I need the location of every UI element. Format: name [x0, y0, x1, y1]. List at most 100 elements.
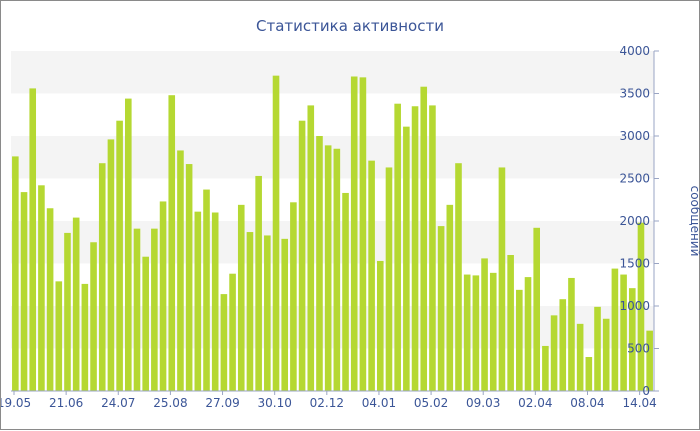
bar[interactable]: [290, 202, 297, 391]
bar[interactable]: [220, 294, 228, 391]
bar[interactable]: [64, 232, 71, 391]
y-tick-label: 4000: [619, 44, 650, 58]
y-tick-label: 2000: [619, 214, 650, 228]
bar[interactable]: [342, 192, 349, 391]
bar[interactable]: [46, 208, 54, 391]
bar[interactable]: [420, 86, 428, 391]
y-tick-label: 1500: [619, 257, 650, 271]
bar[interactable]: [203, 189, 210, 391]
bar[interactable]: [151, 228, 158, 391]
bar[interactable]: [116, 120, 123, 391]
bar[interactable]: [298, 120, 306, 391]
x-tick-label: 25.08: [153, 396, 187, 410]
bar[interactable]: [437, 226, 445, 391]
bar[interactable]: [38, 185, 45, 391]
bar[interactable]: [620, 274, 627, 391]
bar[interactable]: [368, 160, 375, 391]
bar[interactable]: [602, 318, 610, 391]
bar[interactable]: [168, 95, 176, 391]
y-tick-label: 2500: [619, 172, 650, 186]
chart-title: Статистика активности: [256, 17, 444, 35]
y-axis-label: сообщений: [688, 186, 700, 257]
bar[interactable]: [125, 98, 132, 391]
bar[interactable]: [446, 204, 454, 391]
bar[interactable]: [498, 167, 506, 391]
bar[interactable]: [237, 204, 245, 391]
bar[interactable]: [142, 256, 149, 391]
x-tick-label: 21.06: [49, 396, 83, 410]
bar[interactable]: [516, 289, 523, 391]
y-tick-label: 500: [627, 342, 650, 356]
bar[interactable]: [507, 255, 514, 391]
bar[interactable]: [376, 260, 384, 391]
bar[interactable]: [455, 163, 462, 391]
grid-band: [11, 136, 654, 179]
x-tick-label: 24.07: [101, 396, 135, 410]
bar[interactable]: [472, 275, 480, 391]
y-tick-label: 3000: [619, 129, 650, 143]
x-tick-label: 19.05: [1, 396, 31, 410]
bar[interactable]: [264, 235, 271, 391]
bar[interactable]: [568, 277, 575, 391]
bar[interactable]: [394, 103, 401, 391]
bar[interactable]: [646, 330, 653, 391]
bar[interactable]: [316, 136, 323, 391]
bar[interactable]: [12, 156, 19, 391]
bar[interactable]: [246, 232, 254, 391]
bar[interactable]: [585, 357, 593, 391]
bar[interactable]: [637, 222, 645, 391]
x-ticks: 19.05 21.06 24.07 25.08 27.09 30.10 02.12 04.01…: [1, 391, 657, 410]
x-tick-label: 09.03: [466, 396, 500, 410]
y-ticks: 0 500 1000 1500 2000 2500 3000 3500 4000: [619, 44, 659, 398]
bar[interactable]: [403, 126, 410, 392]
grid-bands: [11, 51, 654, 349]
bars: [12, 75, 653, 392]
bar[interactable]: [594, 306, 601, 391]
bar[interactable]: [385, 167, 393, 391]
bar[interactable]: [194, 211, 202, 391]
bar[interactable]: [107, 139, 115, 391]
bar[interactable]: [359, 77, 367, 391]
x-tick-label: 04.01: [362, 396, 396, 410]
bar[interactable]: [211, 212, 219, 392]
x-tick-label: 14.04: [622, 396, 656, 410]
bar[interactable]: [281, 238, 289, 391]
bar[interactable]: [350, 76, 358, 392]
bar[interactable]: [524, 277, 532, 391]
bar[interactable]: [324, 145, 332, 391]
bar[interactable]: [159, 201, 167, 391]
bar[interactable]: [272, 75, 280, 392]
bar[interactable]: [229, 273, 236, 391]
bar[interactable]: [559, 299, 567, 391]
bar[interactable]: [185, 164, 193, 391]
bar[interactable]: [333, 148, 341, 391]
bar[interactable]: [628, 288, 636, 391]
y-tick-label: 1000: [619, 299, 650, 313]
bar[interactable]: [429, 105, 436, 392]
bar[interactable]: [542, 345, 549, 391]
bar[interactable]: [90, 242, 97, 391]
bar[interactable]: [550, 315, 558, 391]
grid-band: [11, 306, 654, 349]
bar[interactable]: [481, 258, 488, 391]
x-tick-label: 08.04: [570, 396, 604, 410]
x-tick-label: 02.12: [310, 396, 344, 410]
bar[interactable]: [307, 105, 315, 392]
bar[interactable]: [133, 228, 141, 391]
bar[interactable]: [576, 323, 584, 391]
bar[interactable]: [98, 163, 106, 391]
bar[interactable]: [463, 274, 471, 391]
x-tick-label: 05.02: [414, 396, 448, 410]
bar[interactable]: [81, 283, 89, 391]
bar[interactable]: [29, 88, 37, 392]
bar[interactable]: [20, 192, 28, 391]
bar[interactable]: [611, 268, 619, 391]
bar[interactable]: [411, 106, 419, 391]
bar[interactable]: [489, 272, 497, 391]
bar[interactable]: [177, 150, 184, 391]
bar[interactable]: [72, 217, 80, 391]
bar[interactable]: [255, 175, 262, 391]
bar[interactable]: [55, 281, 63, 391]
bar[interactable]: [533, 227, 540, 391]
